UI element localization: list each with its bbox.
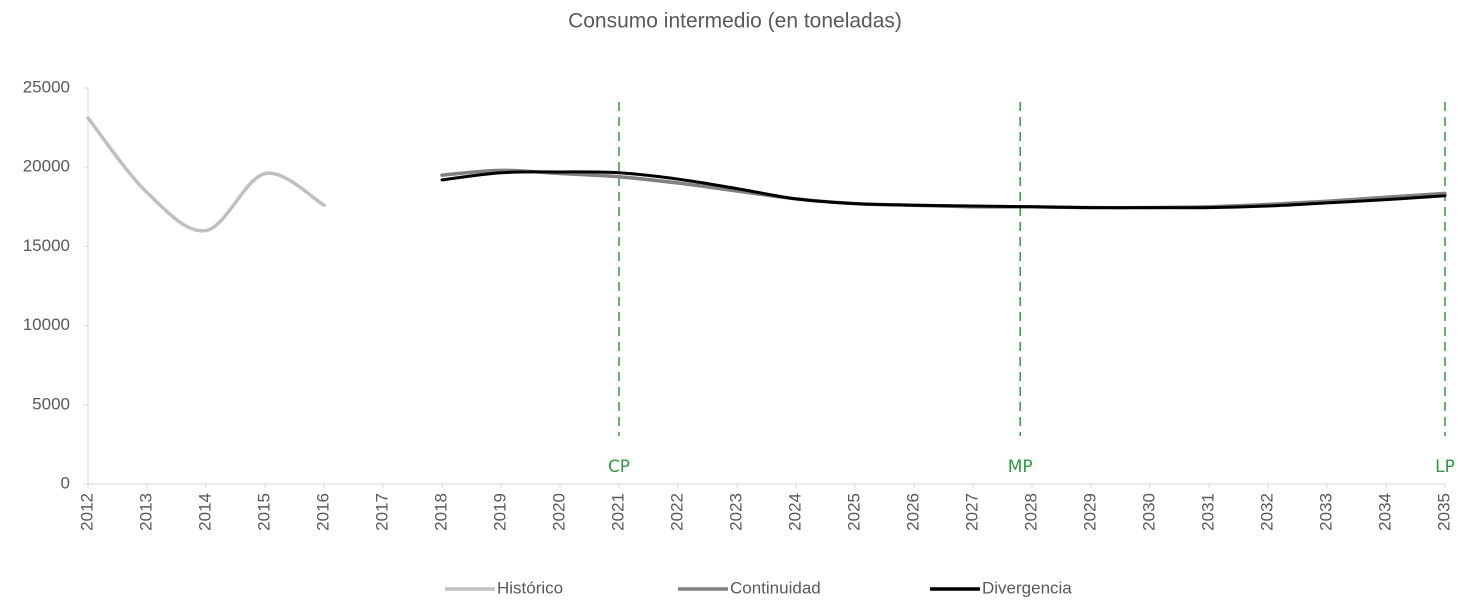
y-tick-label: 20000 (23, 157, 70, 176)
y-tick-label: 5000 (32, 394, 70, 413)
annotation-label: LP (1435, 457, 1455, 477)
y-tick-label: 25000 (23, 77, 70, 96)
annotation-label: MP (1008, 457, 1033, 477)
x-tick-label: 2028 (1021, 493, 1040, 531)
x-tick-label: 2015 (254, 493, 273, 531)
series-line (440, 168, 1447, 210)
x-tick-label: 2012 (77, 493, 96, 531)
x-tick-label: 2019 (490, 493, 509, 531)
x-tick-label: 2018 (431, 493, 450, 531)
series-line (440, 170, 1447, 210)
x-tick-label: 2029 (1080, 493, 1099, 531)
series-line (86, 116, 326, 233)
annotation-label: CP (608, 457, 630, 477)
x-tick-label: 2021 (608, 493, 627, 531)
x-tick-label: 2026 (903, 493, 922, 531)
x-tick-label: 2032 (1257, 493, 1276, 531)
x-tick-label: 2024 (785, 493, 804, 531)
x-tick-label: 2017 (372, 493, 391, 531)
legend-label: Continuidad (730, 578, 821, 597)
x-tick-label: 2034 (1375, 493, 1394, 531)
x-tick-label: 2022 (667, 493, 686, 531)
x-tick-label: 2013 (136, 493, 155, 531)
x-tick-label: 2023 (726, 493, 745, 531)
x-tick-label: 2035 (1434, 493, 1453, 531)
legend-label: Divergencia (982, 578, 1072, 597)
y-tick-label: 0 (61, 473, 70, 492)
x-tick-label: 2025 (844, 493, 863, 531)
y-tick-label: 10000 (23, 315, 70, 334)
x-tick-label: 2030 (1139, 493, 1158, 531)
x-tick-label: 2016 (313, 493, 332, 531)
y-tick-label: 15000 (23, 236, 70, 255)
x-tick-label: 2020 (549, 493, 568, 531)
x-tick-label: 2014 (195, 493, 214, 531)
chart-title: Consumo intermedio (en toneladas) (568, 10, 902, 33)
x-tick-label: 2027 (962, 493, 981, 531)
legend-label: Histórico (497, 578, 563, 597)
x-tick-label: 2031 (1198, 493, 1217, 531)
x-tick-label: 2033 (1316, 493, 1335, 531)
